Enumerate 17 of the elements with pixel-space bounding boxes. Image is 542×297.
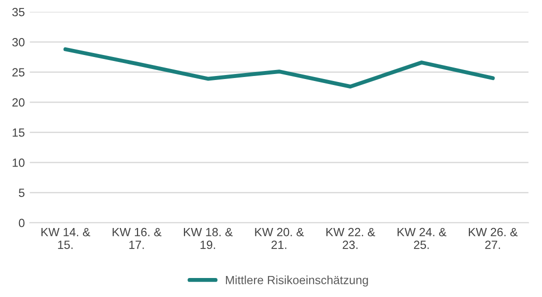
y-tick-label: 30 <box>12 38 24 46</box>
x-tick-label: KW 14. & 15. <box>41 228 90 249</box>
y-tick-label: 25 <box>12 68 24 77</box>
x-tick-label: KW 22. & 23. <box>326 228 376 249</box>
y-tick-label: 10 <box>12 158 24 167</box>
y-tick-label: 5 <box>18 188 24 198</box>
x-tick-label: KW 18. & 19. <box>184 228 233 249</box>
y-tick-label: 0 <box>18 218 24 228</box>
x-tick-label: KW 24. & 25. <box>398 228 446 249</box>
y-tick-label: 35 <box>12 8 24 16</box>
legend-label: Mittlere Risikoeinschätzung <box>226 276 368 287</box>
x-tick-label: KW 20. & 21. <box>255 228 304 249</box>
line-series <box>63 47 495 89</box>
y-tick-label: 15 <box>12 128 24 137</box>
y-tick-label: 20 <box>12 98 24 107</box>
x-tick-label: KW 26. & 27. <box>468 228 518 249</box>
x-tick-label: KW 16. & 17. <box>112 228 162 249</box>
